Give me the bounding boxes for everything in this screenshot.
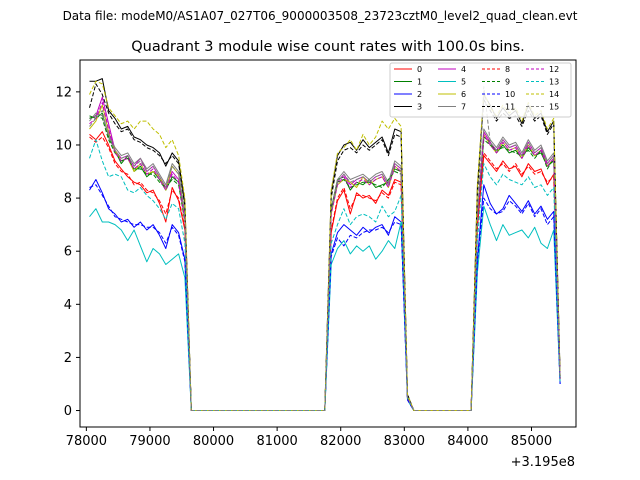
y-tick-label: 4 <box>64 298 72 313</box>
y-tick-label: 0 <box>64 404 72 419</box>
legend-label-10: 10 <box>505 90 515 99</box>
legend-label-6: 6 <box>461 90 466 99</box>
legend-label-12: 12 <box>549 65 559 74</box>
axes-frame <box>79 59 577 428</box>
x-tick-label: 81000 <box>256 434 297 449</box>
x-tick-label: 80000 <box>193 434 234 449</box>
x-tick-label: 85000 <box>511 434 552 449</box>
x-tick-label: 84000 <box>447 434 488 449</box>
legend-label-14: 14 <box>549 90 559 99</box>
legend-label-0: 0 <box>417 65 422 74</box>
y-tick-label: 12 <box>55 85 72 100</box>
series-line-1 <box>89 112 561 411</box>
y-tick-label: 6 <box>64 245 72 260</box>
legend-label-2: 2 <box>417 90 422 99</box>
series-line-14 <box>89 80 561 411</box>
legend-label-5: 5 <box>461 78 466 87</box>
chart-title: Quadrant 3 module wise count rates with … <box>131 39 525 55</box>
x-offset-label: +3.195e8 <box>511 455 575 470</box>
y-tick-label: 8 <box>64 192 72 207</box>
chart-suptitle: Data file: modeM0/AS1A07_027T06_90000035… <box>63 9 578 23</box>
legend-label-15: 15 <box>549 103 559 112</box>
series-line-7 <box>89 112 561 411</box>
series-line-0 <box>89 131 561 411</box>
y-tick-label: 2 <box>64 351 72 366</box>
legend-label-1: 1 <box>417 78 422 87</box>
axes: 78000 79000 80000 81000 82000 83000 84000 85000… <box>55 59 577 449</box>
x-tick-label: 79000 <box>129 434 170 449</box>
legend-label-3: 3 <box>417 103 422 112</box>
legend-label-11: 11 <box>505 103 515 112</box>
legend-box <box>389 62 572 118</box>
x-tick-label: 83000 <box>384 434 425 449</box>
series-line-2 <box>89 179 561 411</box>
series-line-6 <box>89 104 561 411</box>
series-line-12 <box>89 102 561 411</box>
x-tick-label: 78000 <box>66 434 107 449</box>
legend-label-7: 7 <box>461 103 466 112</box>
series-line-3 <box>89 78 561 411</box>
series-line-15 <box>89 86 561 411</box>
x-tick-label: 82000 <box>320 434 361 449</box>
legend-label-13: 13 <box>549 78 559 87</box>
y-tick-label: 10 <box>55 138 72 153</box>
series-line-10 <box>89 184 561 411</box>
legend-label-8: 8 <box>505 65 510 74</box>
plot-area <box>89 78 561 411</box>
legend-label-4: 4 <box>461 65 466 74</box>
legend-label-9: 9 <box>505 78 510 87</box>
